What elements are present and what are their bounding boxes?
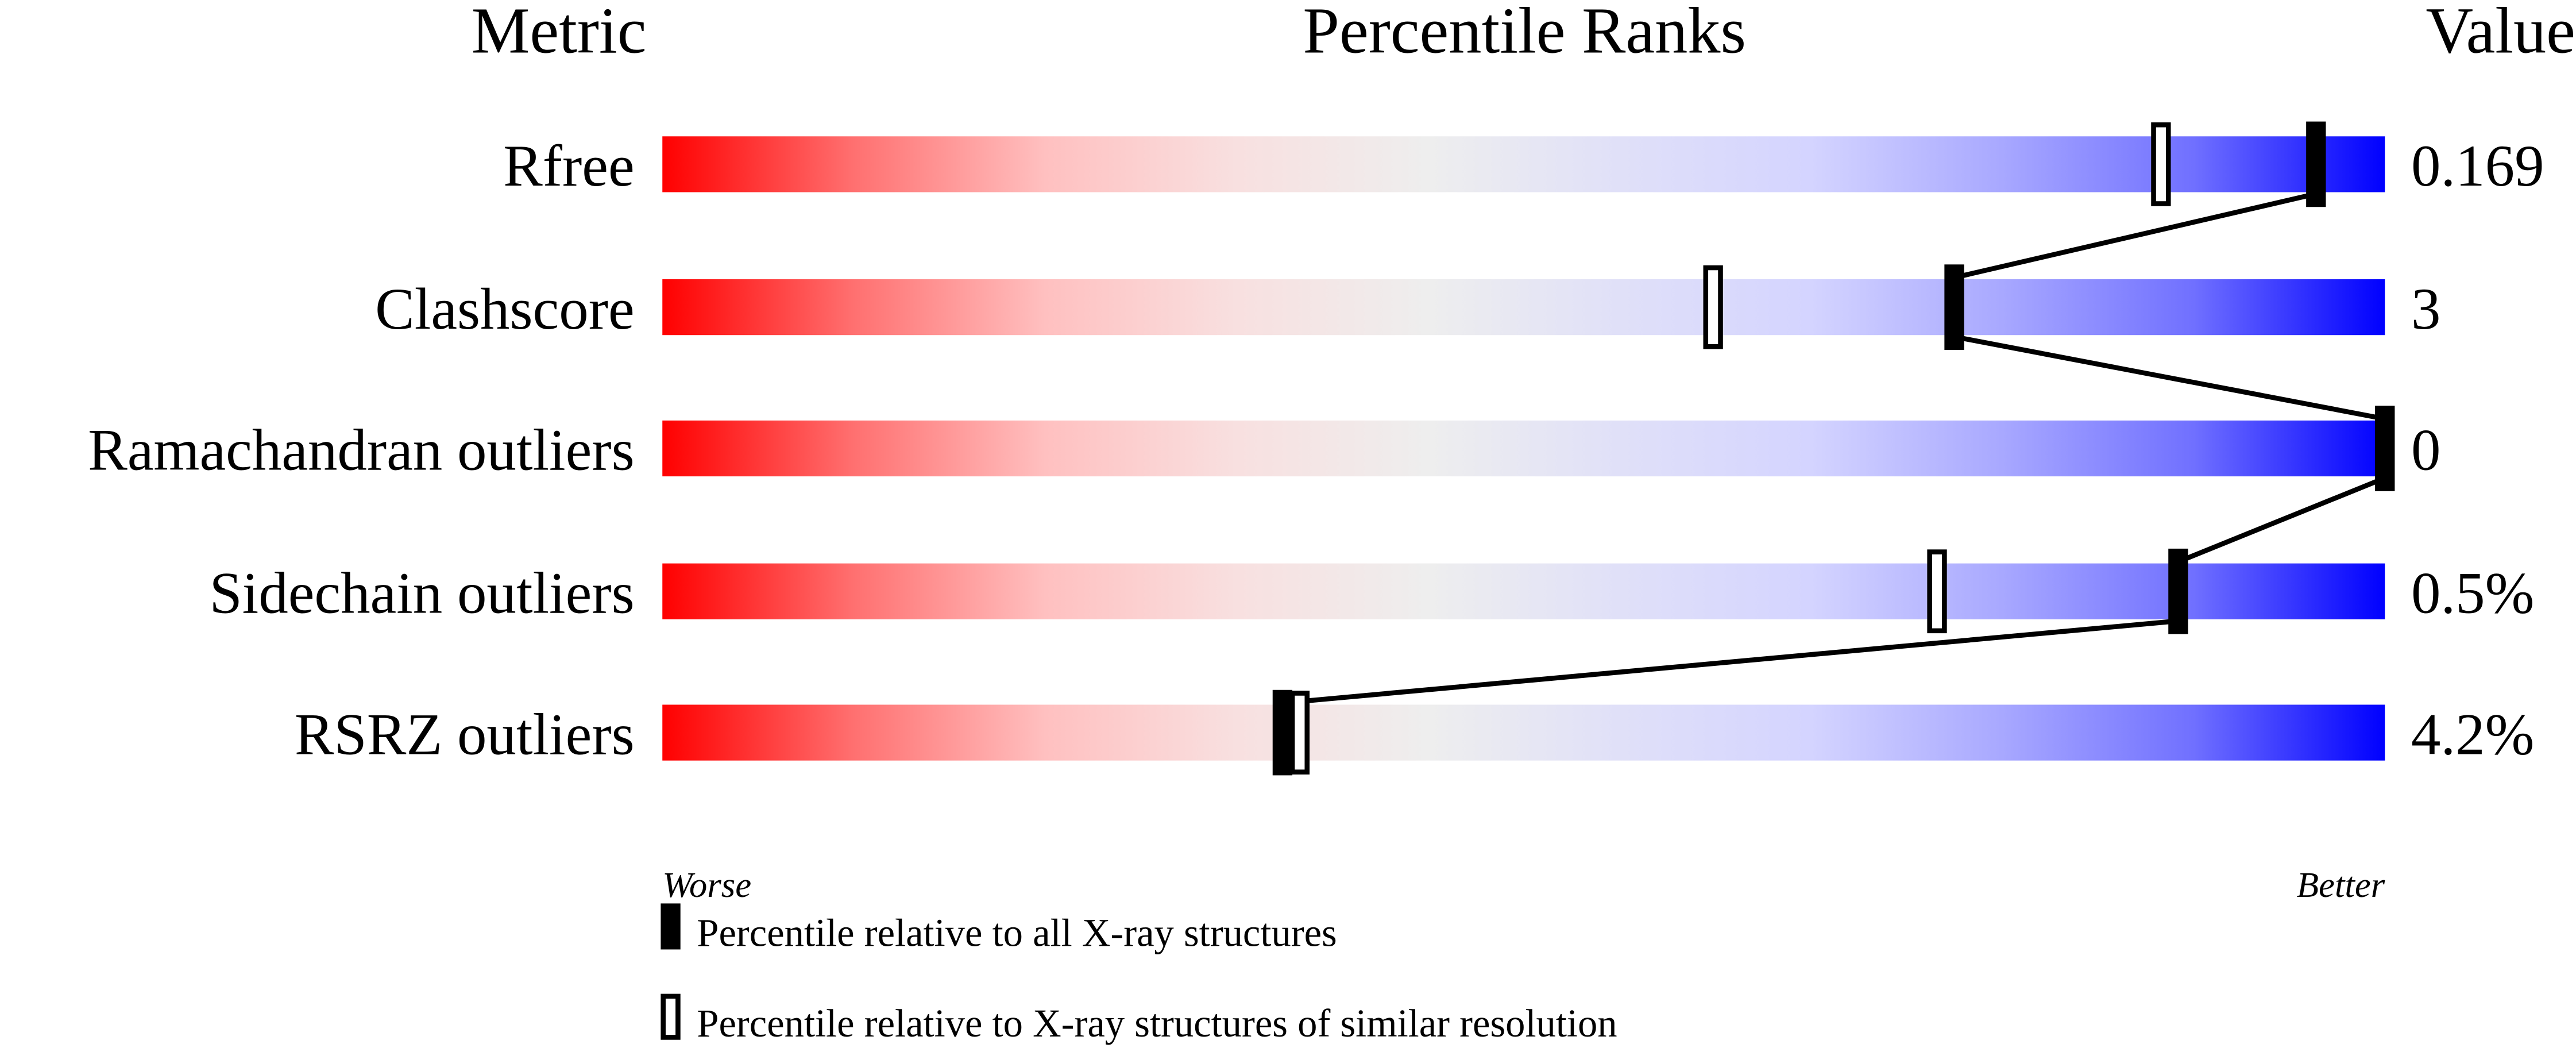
metric-value: 4.2%: [2411, 702, 2534, 767]
axis-label-better: Better: [2297, 865, 2385, 905]
metric-row: Rfree 0.169: [503, 133, 2544, 199]
percentile-bar: [662, 279, 2385, 336]
legend-label-all: Percentile relative to all X-ray structu…: [697, 911, 1337, 955]
axis-label-worse: Worse: [662, 865, 751, 905]
metric-value: 0: [2411, 418, 2440, 483]
metric-label: Clashscore: [375, 276, 635, 342]
marker-all-structures: [1272, 689, 1293, 776]
metric-label: RSRZ outliers: [295, 702, 635, 767]
marker-similar-resolution: [1289, 691, 1310, 775]
header-percentile-ranks: Percentile Ranks: [1303, 0, 1746, 67]
legend-filled-marker: [661, 903, 681, 950]
metric-value: 0.5%: [2411, 560, 2534, 626]
header-metric: Metric: [472, 0, 647, 67]
metric-label: Ramachandran outliers: [88, 418, 635, 483]
metric-value: 3: [2411, 276, 2440, 342]
marker-similar-resolution: [1703, 265, 1723, 349]
connector-line: [1953, 191, 2317, 280]
marker-all-structures: [2168, 548, 2188, 634]
metric-row: RSRZ outliers 4.2%: [295, 702, 2534, 767]
legend-label-similar: Percentile relative to X-ray structures …: [697, 1001, 1617, 1045]
percentile-bar: [662, 420, 2385, 477]
marker-similar-resolution: [1927, 549, 1947, 634]
metric-label: Sidechain outliers: [209, 560, 634, 626]
marker-all-structures: [2306, 121, 2326, 207]
percentile-bar: [662, 563, 2385, 619]
header-value: Value: [2426, 0, 2575, 67]
connector-line: [2177, 475, 2386, 564]
metric-label: Rfree: [503, 133, 635, 199]
percentile-bar: [662, 136, 2385, 192]
marker-similar-resolution: [2151, 122, 2171, 206]
marker-all-structures: [2375, 406, 2395, 491]
marker-all-structures: [1944, 264, 1964, 350]
metric-row: Clashscore 3: [375, 276, 2440, 342]
legend-outline-marker: [661, 993, 681, 1040]
metric-row: Sidechain outliers 0.5%: [209, 560, 2534, 626]
connector-line: [1282, 618, 2179, 706]
metric-value: 0.169: [2411, 133, 2544, 199]
connector-line: [1953, 334, 2386, 422]
metric-row: Ramachandran outliers 0: [88, 418, 2440, 483]
percentile-bar: [662, 704, 2385, 761]
legend: Percentile relative to all X-ray structu…: [661, 903, 1617, 1045]
